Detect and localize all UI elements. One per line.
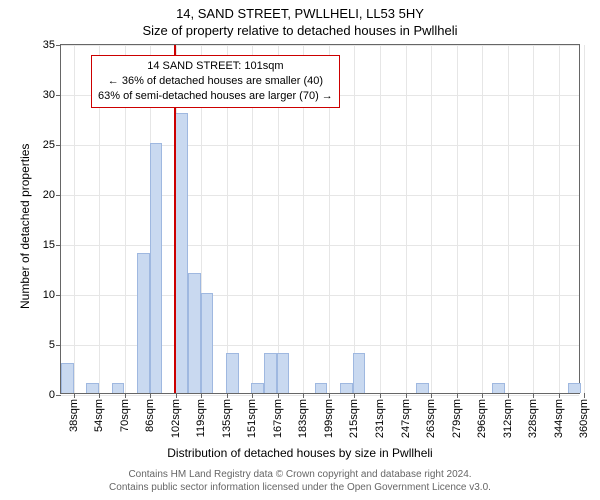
gridline-vertical bbox=[559, 45, 560, 393]
gridline-vertical bbox=[380, 45, 381, 393]
xtick-label: 328sqm bbox=[527, 399, 539, 438]
xtick-label: 183sqm bbox=[297, 399, 309, 438]
xtick-mark bbox=[584, 393, 585, 398]
ytick-label: 30 bbox=[43, 89, 61, 101]
gridline-horizontal bbox=[61, 195, 579, 196]
credit-line-1: Contains HM Land Registry data © Crown c… bbox=[0, 468, 600, 481]
xtick-label: 86sqm bbox=[144, 399, 156, 432]
chart-title-main: 14, SAND STREET, PWLLHELI, LL53 5HY bbox=[0, 0, 600, 21]
xtick-label: 344sqm bbox=[553, 399, 565, 438]
xtick-mark bbox=[125, 393, 126, 398]
ytick-label: 5 bbox=[49, 339, 61, 351]
xtick-label: 263sqm bbox=[425, 399, 437, 438]
xtick-mark bbox=[533, 393, 534, 398]
gridline-vertical bbox=[406, 45, 407, 393]
histogram-bar bbox=[61, 363, 74, 393]
histogram-bar bbox=[492, 383, 505, 393]
xtick-mark bbox=[227, 393, 228, 398]
xtick-mark bbox=[150, 393, 151, 398]
histogram-bar bbox=[277, 353, 290, 393]
histogram-bar bbox=[150, 143, 163, 393]
gridline-vertical bbox=[584, 45, 585, 393]
xtick-label: 102sqm bbox=[170, 399, 182, 438]
credit-line-2: Contains public sector information licen… bbox=[0, 481, 600, 494]
chart-title-sub: Size of property relative to detached ho… bbox=[0, 21, 600, 38]
ytick-label: 0 bbox=[49, 389, 61, 401]
ytick-label: 35 bbox=[43, 39, 61, 51]
xtick-label: 360sqm bbox=[578, 399, 590, 438]
xtick-label: 312sqm bbox=[502, 399, 514, 438]
xtick-label: 119sqm bbox=[195, 399, 207, 437]
x-axis-title: Distribution of detached houses by size … bbox=[0, 446, 600, 460]
histogram-bar bbox=[264, 353, 277, 393]
xtick-mark bbox=[457, 393, 458, 398]
xtick-mark bbox=[431, 393, 432, 398]
gridline-horizontal bbox=[61, 395, 579, 396]
ytick-label: 15 bbox=[43, 239, 61, 251]
gridline-vertical bbox=[431, 45, 432, 393]
xtick-label: 279sqm bbox=[451, 399, 463, 438]
histogram-bar bbox=[416, 383, 429, 393]
xtick-label: 151sqm bbox=[246, 399, 258, 438]
histogram-bar bbox=[112, 383, 125, 393]
xtick-label: 231sqm bbox=[374, 399, 386, 438]
annotation-line: ← 36% of detached houses are smaller (40… bbox=[98, 74, 333, 89]
xtick-mark bbox=[559, 393, 560, 398]
gridline-vertical bbox=[482, 45, 483, 393]
xtick-label: 199sqm bbox=[323, 399, 335, 438]
xtick-label: 70sqm bbox=[119, 399, 131, 432]
plot-area: 0510152025303538sqm54sqm70sqm86sqm102sqm… bbox=[60, 44, 580, 394]
xtick-mark bbox=[176, 393, 177, 398]
xtick-label: 54sqm bbox=[93, 399, 105, 432]
xtick-mark bbox=[354, 393, 355, 398]
histogram-bar bbox=[188, 273, 201, 393]
histogram-bar bbox=[175, 113, 188, 393]
xtick-mark bbox=[99, 393, 100, 398]
histogram-bar bbox=[226, 353, 239, 393]
ytick-label: 25 bbox=[43, 139, 61, 151]
gridline-horizontal bbox=[61, 245, 579, 246]
histogram-bar bbox=[340, 383, 353, 393]
xtick-label: 167sqm bbox=[272, 399, 284, 438]
histogram-bar bbox=[568, 383, 581, 393]
annotation-line: 63% of semi-detached houses are larger (… bbox=[98, 89, 333, 104]
xtick-label: 296sqm bbox=[476, 399, 488, 438]
xtick-mark bbox=[329, 393, 330, 398]
annotation-line: 14 SAND STREET: 101sqm bbox=[98, 59, 333, 74]
gridline-vertical bbox=[533, 45, 534, 393]
ytick-label: 10 bbox=[43, 289, 61, 301]
gridline-horizontal bbox=[61, 145, 579, 146]
xtick-label: 38sqm bbox=[68, 399, 80, 432]
ytick-label: 20 bbox=[43, 189, 61, 201]
credit-text: Contains HM Land Registry data © Crown c… bbox=[0, 468, 600, 494]
xtick-mark bbox=[303, 393, 304, 398]
xtick-label: 215sqm bbox=[348, 399, 360, 438]
xtick-mark bbox=[278, 393, 279, 398]
y-axis-title: Number of detached properties bbox=[18, 144, 32, 309]
xtick-mark bbox=[482, 393, 483, 398]
annotation-box: 14 SAND STREET: 101sqm← 36% of detached … bbox=[91, 55, 340, 108]
xtick-mark bbox=[508, 393, 509, 398]
xtick-mark bbox=[201, 393, 202, 398]
xtick-mark bbox=[74, 393, 75, 398]
xtick-mark bbox=[380, 393, 381, 398]
gridline-vertical bbox=[354, 45, 355, 393]
histogram-bar bbox=[86, 383, 99, 393]
gridline-vertical bbox=[457, 45, 458, 393]
xtick-label: 135sqm bbox=[221, 399, 233, 438]
histogram-bar bbox=[353, 353, 366, 393]
xtick-mark bbox=[252, 393, 253, 398]
gridline-vertical bbox=[74, 45, 75, 393]
xtick-mark bbox=[406, 393, 407, 398]
xtick-label: 247sqm bbox=[400, 399, 412, 438]
histogram-bar bbox=[137, 253, 150, 393]
histogram-bar bbox=[201, 293, 214, 393]
gridline-vertical bbox=[508, 45, 509, 393]
gridline-horizontal bbox=[61, 45, 579, 46]
histogram-bar bbox=[251, 383, 264, 393]
histogram-bar bbox=[315, 383, 328, 393]
histogram-chart: 14, SAND STREET, PWLLHELI, LL53 5HY Size… bbox=[0, 0, 600, 500]
